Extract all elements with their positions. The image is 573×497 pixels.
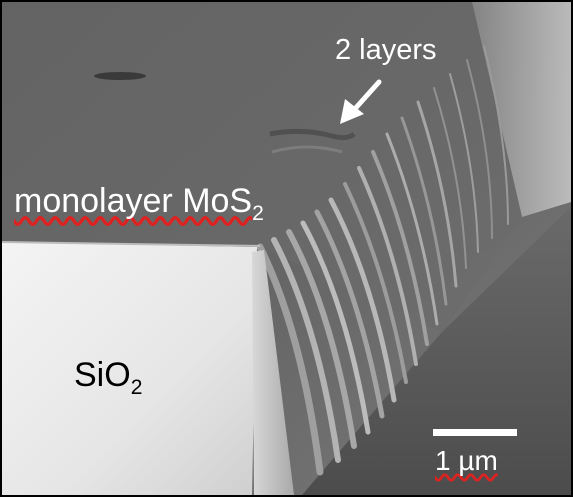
two-layers-label: 2 layers (335, 34, 437, 66)
scale-bar-text: 1 µm (435, 445, 498, 476)
monolayer-mos2-subscript: 2 (252, 202, 264, 225)
upper-right-wall (472, 2, 571, 217)
sio2-side-face (252, 250, 294, 495)
layer-edge-texture (269, 128, 356, 141)
sio2-text: SiO (74, 356, 131, 394)
sio2-label: SiO2 (74, 356, 142, 398)
membrane-surface (2, 2, 522, 332)
monolayer-mos2-label: monolayer MoS2 (14, 182, 264, 224)
layers-arrow (340, 79, 382, 124)
sio2-edge (2, 241, 261, 247)
sio2-top-face (2, 242, 257, 495)
ripple-ridges (256, 45, 509, 476)
layer-edge-highlight (271, 145, 343, 154)
trench-floor (302, 207, 571, 495)
sio2-subscript: 2 (130, 376, 143, 399)
scale-bar-label: 1 µm (435, 447, 498, 475)
dark-streak (94, 72, 146, 80)
scale-bar (433, 429, 517, 436)
monolayer-mos2-text: monolayer MoS (14, 182, 253, 220)
